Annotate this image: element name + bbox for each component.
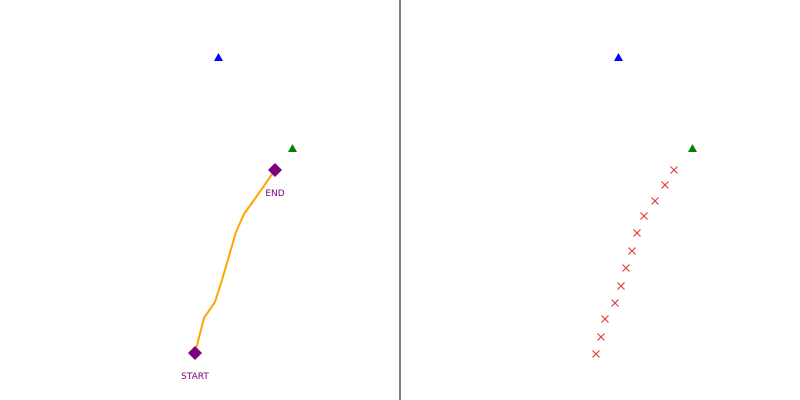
waypoint-cross-marker [661, 181, 669, 189]
waypoint-cross-marker [651, 197, 659, 205]
blue-triangle-target-left [214, 53, 223, 61]
waypoint-cross-marker [601, 315, 609, 323]
waypoint-cross-marker [592, 350, 600, 358]
green-triangle-target-left [288, 144, 297, 152]
waypoint-cross-marker [597, 333, 605, 341]
end-label: END [265, 189, 284, 199]
waypoint-cross-marker [622, 264, 630, 272]
waypoint-cross-marker [670, 166, 678, 174]
start-label: START [181, 372, 209, 382]
end-marker [268, 163, 282, 177]
waypoint-cross-marker [617, 282, 625, 290]
waypoint-cross-marker [640, 212, 648, 220]
waypoint-cross-marker [633, 229, 641, 237]
waypoint-cross-marker [628, 247, 636, 255]
trajectory-path [194, 169, 276, 354]
blue-triangle-target-right [614, 53, 623, 61]
left-panel: START END [181, 53, 297, 382]
start-marker [188, 346, 202, 360]
right-panel [592, 53, 697, 358]
green-triangle-target-right [688, 144, 697, 152]
waypoint-cross-marker [611, 299, 619, 307]
